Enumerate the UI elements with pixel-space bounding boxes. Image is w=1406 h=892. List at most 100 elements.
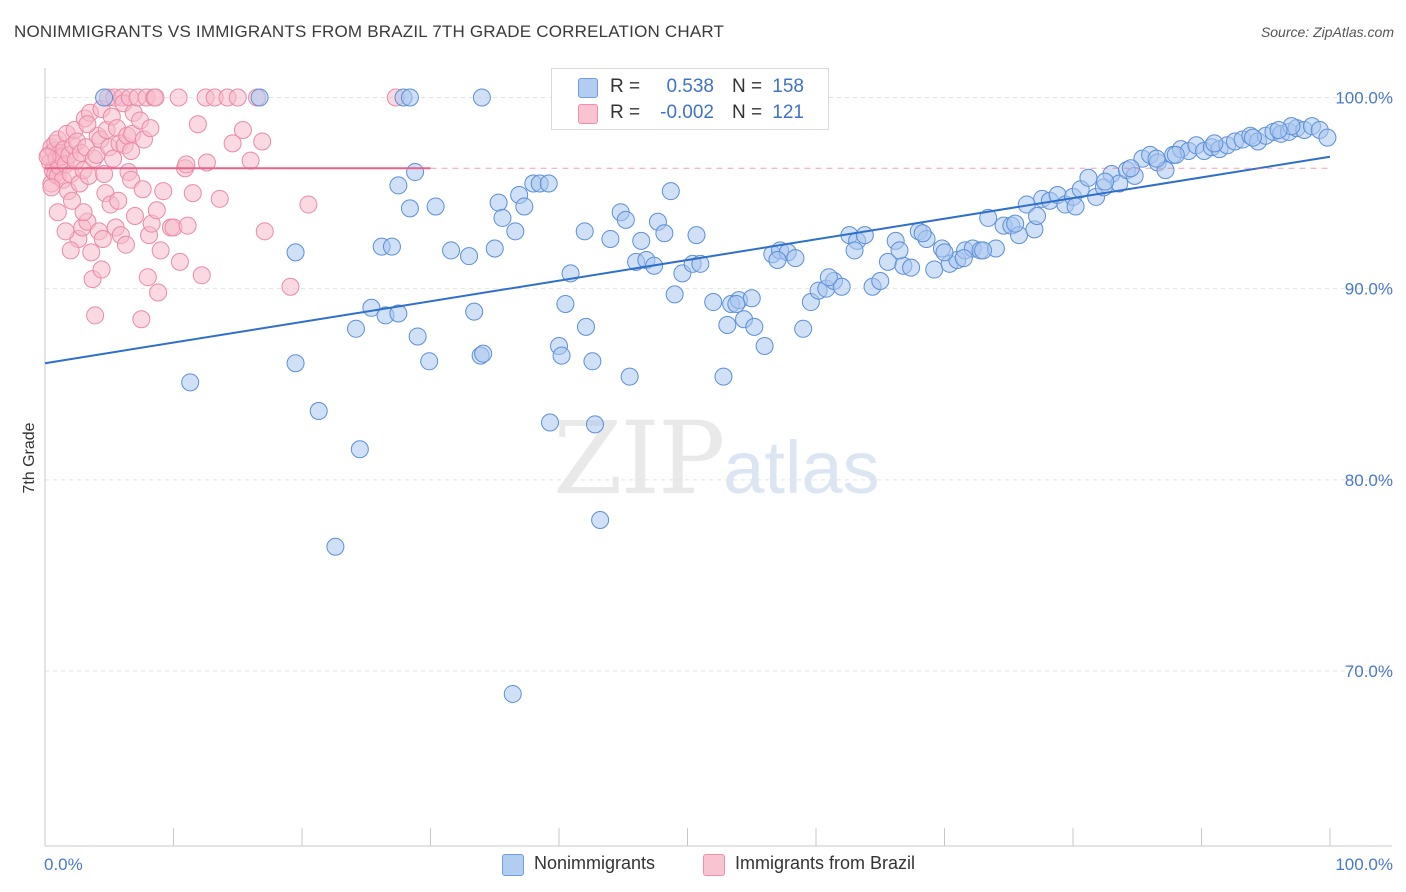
stats-legend: R = 0.538 N = 158 R = -0.002 N = 121 (551, 68, 829, 130)
legend-row-immigrants: R = -0.002 N = 121 (552, 100, 828, 126)
watermark-zip: ZIP (553, 400, 725, 517)
source-label: Source: ZipAtlas.com (1260, 24, 1394, 40)
nonimmigrants-point (1269, 120, 1288, 139)
nonimmigrants-point (954, 249, 973, 268)
x-tick-label-max: 100.0% (1335, 855, 1393, 874)
nonimmigrants-point (727, 294, 746, 313)
nonimmigrants-point (309, 402, 328, 421)
immigrants-point (223, 134, 242, 153)
nonimmigrants-point (465, 302, 484, 321)
nonimmigrants-point (515, 197, 534, 216)
nonimmigrants-point (745, 317, 764, 336)
nonimmigrants-point (95, 88, 114, 107)
gridlines (45, 97, 1392, 672)
nonimmigrants-point (406, 163, 425, 182)
immigrants-point (170, 252, 189, 271)
nonimmigrants-point (794, 319, 813, 338)
nonimmigrants-point (400, 88, 419, 107)
legend-row-nonimmigrants: R = 0.538 N = 158 (552, 74, 828, 100)
immigrants-point (61, 241, 80, 260)
nonimmigrants-point (718, 315, 737, 334)
nonimmigrants-point (503, 684, 522, 703)
immigrants-point (74, 203, 93, 222)
legend-swatch-pink (578, 104, 598, 124)
nonimmigrants-point (935, 243, 954, 262)
watermark-atlas: atlas (723, 426, 880, 509)
immigrants-point (169, 88, 188, 107)
y-axis-label: 7th Grade (21, 422, 38, 493)
nonimmigrants-point (832, 277, 851, 296)
nonimmigrants-point (979, 208, 998, 227)
immigrants-point (241, 151, 260, 170)
nonimmigrants-point (539, 174, 558, 193)
immigrants-point (86, 306, 105, 325)
nonimmigrants-point (181, 373, 200, 392)
nonimmigrants-point (742, 289, 761, 308)
immigrants-point (281, 277, 300, 296)
immigrants-point (146, 88, 165, 107)
nonimmigrants-point (902, 258, 921, 277)
y-tick-labels: 70.0% 80.0% 90.0% 100.0% (1335, 89, 1393, 682)
nonimmigrants-point (472, 88, 491, 107)
nonimmigrants-trend-line (44, 155, 1331, 365)
legend-n-value: 158 (772, 76, 804, 97)
nonimmigrants-point (661, 182, 680, 201)
immigrants-point (42, 178, 61, 197)
nonimmigrants-point (591, 510, 610, 529)
y-tick-label: 90.0% (1345, 280, 1393, 299)
nonimmigrants-point (1079, 168, 1098, 187)
nonimmigrants-point (855, 226, 874, 245)
nonimmigrants-point (1166, 145, 1185, 164)
nonimmigrants-point (286, 243, 305, 262)
nonimmigrants-point (1096, 172, 1115, 191)
nonimmigrants-point (974, 241, 993, 260)
nonimmigrants-point (576, 317, 595, 336)
immigrants-point (104, 149, 123, 168)
nonimmigrants-point (819, 268, 838, 287)
nonimmigrants-point (389, 304, 408, 323)
nonimmigrants-point (382, 237, 401, 256)
nonimmigrants-point (755, 337, 774, 356)
nonimmigrants-point (552, 346, 571, 365)
immigrants-point (255, 222, 274, 241)
immigrants-point (79, 166, 98, 185)
legend-swatch-blue (578, 78, 598, 98)
nonimmigrants-point (485, 239, 504, 258)
bottom-legend-label: Nonimmigrants (534, 853, 656, 873)
nonimmigrants-point (583, 352, 602, 371)
immigrants-point (151, 241, 170, 260)
immigrants-point (177, 155, 196, 174)
immigrants-point (183, 184, 202, 203)
nonimmigrants-point (665, 285, 684, 304)
nonimmigrants-point (687, 226, 706, 245)
immigrants-point (92, 260, 111, 279)
legend-r-label: R = (610, 102, 641, 123)
nonimmigrants-point (426, 197, 445, 216)
legend-n-value: 121 (772, 102, 804, 123)
immigrants-point (138, 268, 157, 287)
nonimmigrants-point (1066, 197, 1085, 216)
nonimmigrants-point (493, 208, 512, 227)
nonimmigrants-point (286, 354, 305, 373)
immigrants-point (197, 153, 216, 172)
y-tick-label: 70.0% (1345, 662, 1393, 681)
nonimmigrants-point (616, 210, 635, 229)
nonimmigrants-point (845, 241, 864, 260)
nonimmigrants-point (489, 193, 508, 212)
y-tick-label: 80.0% (1345, 471, 1393, 490)
nonimmigrants-point (442, 241, 461, 260)
immigrants-point (233, 120, 252, 139)
nonimmigrants-point (460, 247, 479, 266)
bottom-legend-label: Immigrants from Brazil (735, 853, 916, 873)
immigrants-point (192, 266, 211, 285)
nonimmigrants-point (1243, 128, 1262, 147)
legend-r-label: R = (610, 76, 641, 97)
nonimmigrants-point (350, 440, 369, 459)
nonimmigrants-point (655, 224, 674, 243)
nonimmigrants-point (408, 327, 427, 346)
nonimmigrants-point (541, 413, 560, 432)
immigrants-point (125, 207, 144, 226)
immigrants-point (109, 191, 128, 210)
legend-r-value: -0.002 (660, 102, 714, 123)
immigrants-point (154, 182, 173, 201)
